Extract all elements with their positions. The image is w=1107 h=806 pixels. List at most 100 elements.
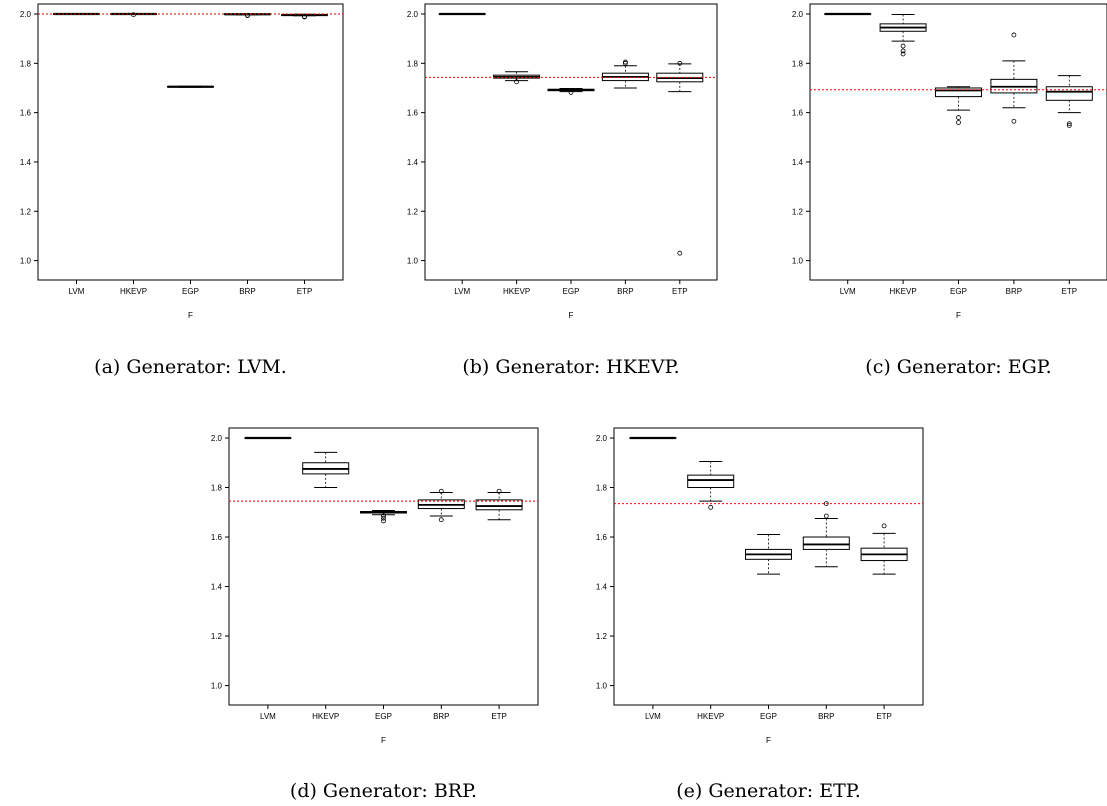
box-lvm (53, 12, 100, 16)
box-lvm (824, 12, 872, 16)
y-tick-label: 1.4 (211, 583, 223, 592)
x-tick-label: BRP (818, 712, 834, 721)
outlier-point (1066, 121, 1072, 127)
y-tick-label: 1.0 (211, 682, 223, 691)
x-tick-label: ETP (297, 287, 313, 296)
x-tick-label: EGP (950, 287, 967, 296)
box-hkevp (687, 461, 735, 510)
x-tick-label: HKEVP (890, 287, 917, 296)
boxplot-panel: 1.0 1.2 1.4 1.6 1.8 2.0 LVM HKEVP EGP BRP ETP F (b) … (407, 3, 718, 378)
x-axis-title: F (766, 736, 771, 745)
y-tick-label: 2.0 (211, 434, 223, 443)
x-axis-title: F (188, 311, 193, 320)
outlier-point (823, 513, 829, 519)
outlier-point (900, 43, 906, 49)
box-body (802, 536, 850, 550)
x-tick-label: HKEVP (312, 712, 339, 721)
y-tick-label: 1.0 (792, 257, 804, 266)
x-tick-label: LVM (840, 287, 856, 296)
boxplot-panel: 1.0 1.2 1.4 1.6 1.8 2.0 LVM HKEVP EGP BRP ETP F (e) … (596, 427, 924, 802)
plot-frame (809, 3, 1107, 281)
x-tick-label: ETP (876, 712, 892, 721)
x-axis-title: F (956, 311, 961, 320)
x-tick-label: EGP (182, 287, 199, 296)
x-tick-label: HKEVP (120, 287, 147, 296)
y-tick-label: 1.8 (596, 484, 608, 493)
y-tick-label: 1.6 (792, 109, 804, 118)
y-tick-label: 1.4 (596, 583, 608, 592)
outlier-point (677, 60, 683, 66)
y-tick-label: 1.0 (20, 257, 32, 266)
outlier-point (1011, 118, 1017, 124)
box-etp (1045, 75, 1093, 128)
y-tick-label: 1.8 (407, 59, 419, 68)
x-tick-label: HKEVP (697, 712, 724, 721)
plot-frame (613, 427, 924, 706)
outlier-point (1066, 123, 1072, 128)
x-tick-label: LVM (454, 287, 470, 296)
x-tick-label: HKEVP (503, 287, 530, 296)
outlier-point (623, 59, 628, 65)
boxplot-panel: 1.0 1.2 1.4 1.6 1.8 2.0 LVM HKEVP EGP BRP ETP F (d) … (211, 427, 539, 802)
box-egp (547, 87, 595, 95)
y-tick-label: 2.0 (20, 10, 32, 19)
box-etp (281, 13, 328, 20)
outlier-point (381, 518, 386, 524)
outlier-point (1011, 32, 1017, 38)
x-tick-label: EGP (760, 712, 777, 721)
boxplot-panel: 1.0 1.2 1.4 1.6 1.8 2.0 LVM HKEVP EGP BRP ETP F (a) … (20, 3, 344, 378)
x-tick-label: ETP (1062, 287, 1078, 296)
y-tick-label: 1.2 (407, 207, 419, 216)
box-hkevp (302, 451, 350, 489)
x-tick-label: ETP (672, 287, 688, 296)
plot-frame (37, 3, 344, 281)
y-tick-label: 1.4 (407, 158, 419, 167)
figure-caption: (c) Generator: EGP. (865, 356, 1051, 378)
box-body (935, 87, 982, 98)
box-egp (935, 86, 982, 125)
figure-caption: (d) Generator: BRP. (290, 780, 477, 802)
box-hkevp (110, 12, 157, 18)
outlier-point (823, 501, 829, 507)
y-tick-label: 1.0 (407, 257, 419, 266)
box-etp (860, 523, 908, 575)
y-tick-label: 1.6 (20, 109, 32, 118)
box-body (687, 474, 735, 489)
box-etp (475, 488, 523, 521)
outlier-point (302, 14, 307, 20)
figure-caption: (e) Generator: ETP. (676, 780, 861, 802)
y-tick-label: 1.2 (211, 632, 223, 641)
outlier-point (131, 12, 136, 18)
x-axis-title: F (569, 311, 574, 320)
x-tick-label: EGP (375, 712, 392, 721)
outlier-point (881, 523, 887, 529)
box-lvm (629, 436, 677, 440)
y-tick-label: 1.6 (407, 109, 419, 118)
box-brp (802, 501, 850, 568)
y-tick-label: 1.2 (596, 632, 608, 641)
box-hkevp (879, 13, 927, 57)
x-tick-label: BRP (433, 712, 449, 721)
box-body (1045, 86, 1093, 101)
figure-caption: (b) Generator: HKEVP. (462, 356, 679, 378)
box-hkevp (493, 71, 541, 85)
x-tick-label: BRP (1006, 287, 1022, 296)
box-egp (167, 85, 214, 88)
plot-frame (228, 427, 539, 706)
figure-caption: (a) Generator: LVM. (94, 356, 287, 378)
outlier-point (438, 517, 444, 523)
y-tick-label: 1.4 (792, 158, 804, 167)
x-tick-label: EGP (563, 287, 580, 296)
box-brp (990, 32, 1038, 124)
y-tick-label: 1.2 (20, 207, 32, 216)
boxplot-panel: 1.0 1.2 1.4 1.6 1.8 2.0 LVM HKEVP EGP BRP ETP F (c) … (792, 3, 1107, 378)
y-tick-label: 2.0 (407, 10, 419, 19)
outlier-point (900, 51, 906, 57)
outlier-point (438, 488, 444, 494)
x-tick-label: BRP (617, 287, 633, 296)
box-egp (360, 510, 407, 524)
box-brp (417, 488, 465, 523)
y-tick-label: 1.0 (596, 682, 608, 691)
box-etp (656, 60, 704, 256)
